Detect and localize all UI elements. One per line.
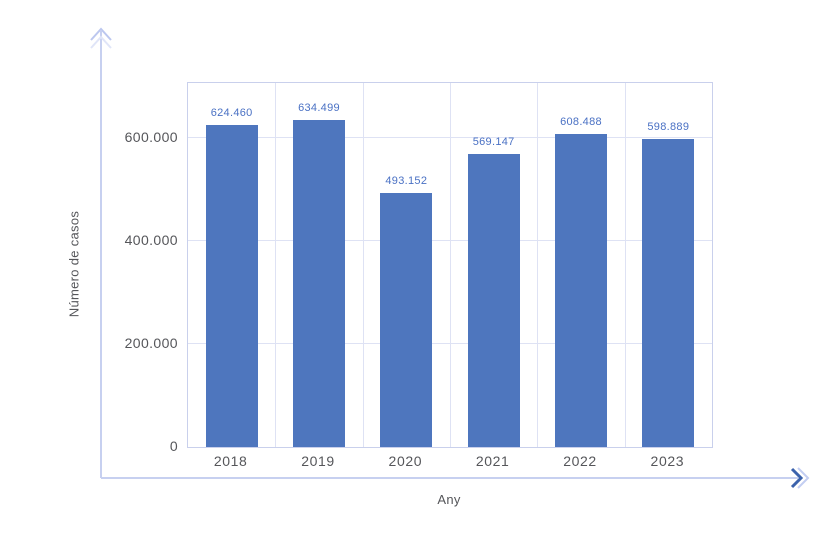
- bar-value-label-2022: 608.488: [560, 115, 602, 128]
- y-axis-arrow-up-echo-icon: [90, 35, 112, 49]
- plot-area: 624.460 634.499 493.152 569.147 608.488 598.8…: [187, 82, 713, 448]
- bar-value-label-2023: 598.889: [647, 120, 690, 133]
- y-tick-label-200.000: 200.000: [124, 335, 178, 351]
- bar-2019: [293, 120, 345, 447]
- bar-value-label-2019: 634.499: [298, 102, 340, 115]
- v-gridline-2: [362, 83, 364, 447]
- x-axis-title: Any: [437, 492, 461, 507]
- bar-2023: [642, 138, 695, 447]
- bar-2020: [380, 193, 433, 447]
- y-tick-label-400.000: 400.000: [124, 232, 178, 248]
- y-axis-title: Número de casos: [66, 210, 82, 318]
- x-axis-arrow-right-icon: [790, 467, 804, 489]
- x-tick-label-2018: 2018: [213, 453, 248, 469]
- v-gridline-1: [275, 83, 277, 447]
- x-axis-arrow-right-echo-icon: [797, 467, 810, 489]
- x-tick-label-2021: 2021: [475, 453, 510, 469]
- v-gridline-5: [624, 83, 626, 447]
- bar-value-label-2018: 624.460: [210, 107, 253, 120]
- bar-value-label-2021: 569.147: [472, 135, 515, 148]
- x-tick-label-2023: 2023: [650, 453, 685, 469]
- bar-2022: [555, 133, 607, 447]
- y-tick-label-600.000: 600.000: [124, 129, 178, 145]
- bar-2021: [467, 153, 520, 447]
- v-gridline-4: [537, 83, 539, 447]
- y-axis-arrow-up-icon: [90, 27, 112, 41]
- x-tick-label-2020: 2020: [388, 453, 423, 469]
- bar-2018: [205, 125, 258, 447]
- bar-value-label-2020: 493.152: [385, 175, 428, 188]
- x-tick-label-2019: 2019: [301, 453, 335, 469]
- v-gridline-3: [450, 83, 451, 447]
- y-tick-label-0: 0: [169, 438, 178, 454]
- x-tick-label-2022: 2022: [563, 453, 597, 469]
